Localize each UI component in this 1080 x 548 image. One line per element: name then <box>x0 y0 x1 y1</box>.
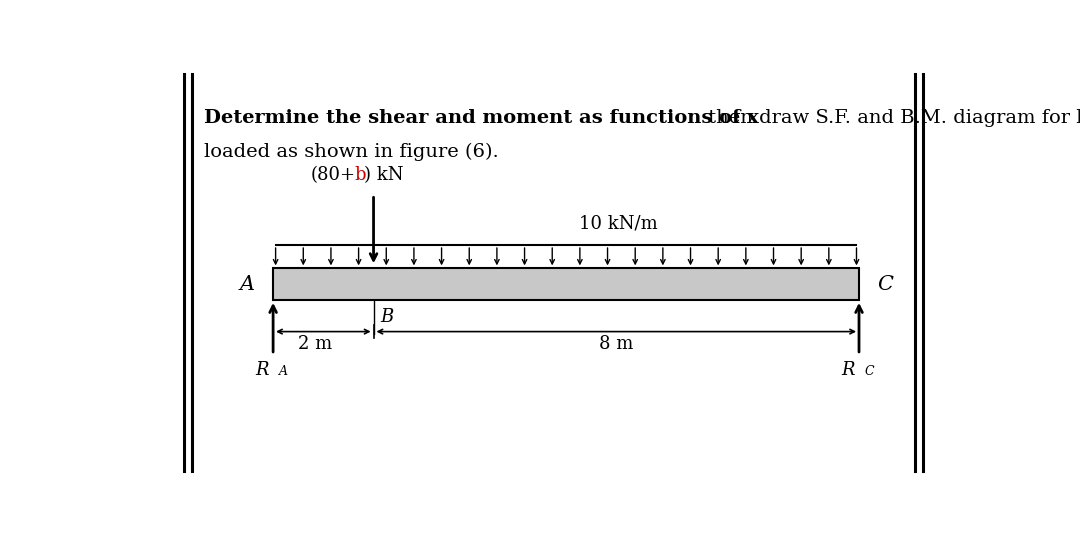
Text: B: B <box>380 309 393 327</box>
Text: C: C <box>865 366 875 378</box>
Text: (80+: (80+ <box>311 166 355 184</box>
Bar <box>273 269 859 300</box>
Text: loaded as shown in figure (6).: loaded as shown in figure (6). <box>204 142 498 161</box>
Text: 2 m: 2 m <box>298 335 332 353</box>
Text: R: R <box>256 361 269 379</box>
Text: A: A <box>240 275 255 294</box>
Text: then draw S.F. and B.M. diagram for beam: then draw S.F. and B.M. diagram for beam <box>702 109 1080 127</box>
Text: 8 m: 8 m <box>599 335 634 353</box>
Text: ) kN: ) kN <box>364 166 404 184</box>
Text: b: b <box>354 166 366 184</box>
Text: R: R <box>841 361 855 379</box>
Text: A: A <box>279 366 288 378</box>
Text: Determine the shear and moment as functions of x: Determine the shear and moment as functi… <box>204 109 758 127</box>
Text: C: C <box>877 275 893 294</box>
Text: 10 kN/m: 10 kN/m <box>579 214 658 232</box>
